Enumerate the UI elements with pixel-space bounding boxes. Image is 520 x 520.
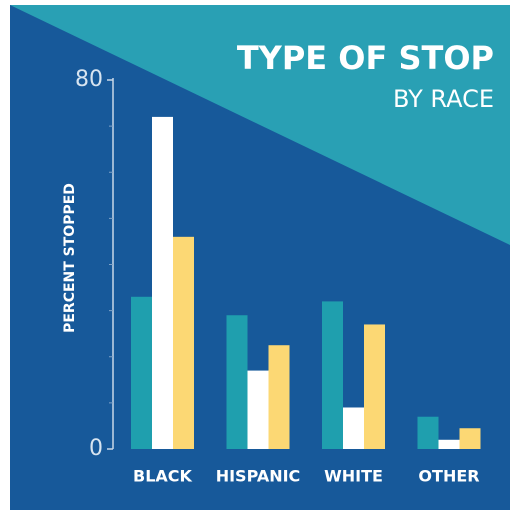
bar: [173, 236, 194, 449]
bar: [131, 296, 152, 449]
y-tick-label: 0: [89, 436, 103, 461]
x-tick-label: BLACK: [133, 467, 193, 486]
chart-subtitle: BY RACE: [393, 85, 494, 113]
bar: [438, 439, 460, 449]
x-tick-label: WHITE: [324, 467, 383, 486]
bar: [417, 416, 439, 449]
chart-title: TYPE OF STOP: [237, 39, 494, 77]
bar: [247, 370, 269, 449]
bar: [268, 345, 290, 449]
bar: [459, 428, 481, 449]
bar: [226, 315, 248, 449]
bar: [152, 116, 173, 450]
y-tick-label: 80: [75, 67, 103, 92]
bar: [343, 407, 364, 449]
x-tick-label: OTHER: [418, 467, 479, 486]
background-triangle: [10, 5, 510, 245]
bar: [322, 301, 343, 449]
bar: [364, 324, 385, 449]
x-tick-label: HISPANIC: [216, 467, 301, 486]
y-axis-label: PERCENT STOPPED: [62, 183, 78, 333]
